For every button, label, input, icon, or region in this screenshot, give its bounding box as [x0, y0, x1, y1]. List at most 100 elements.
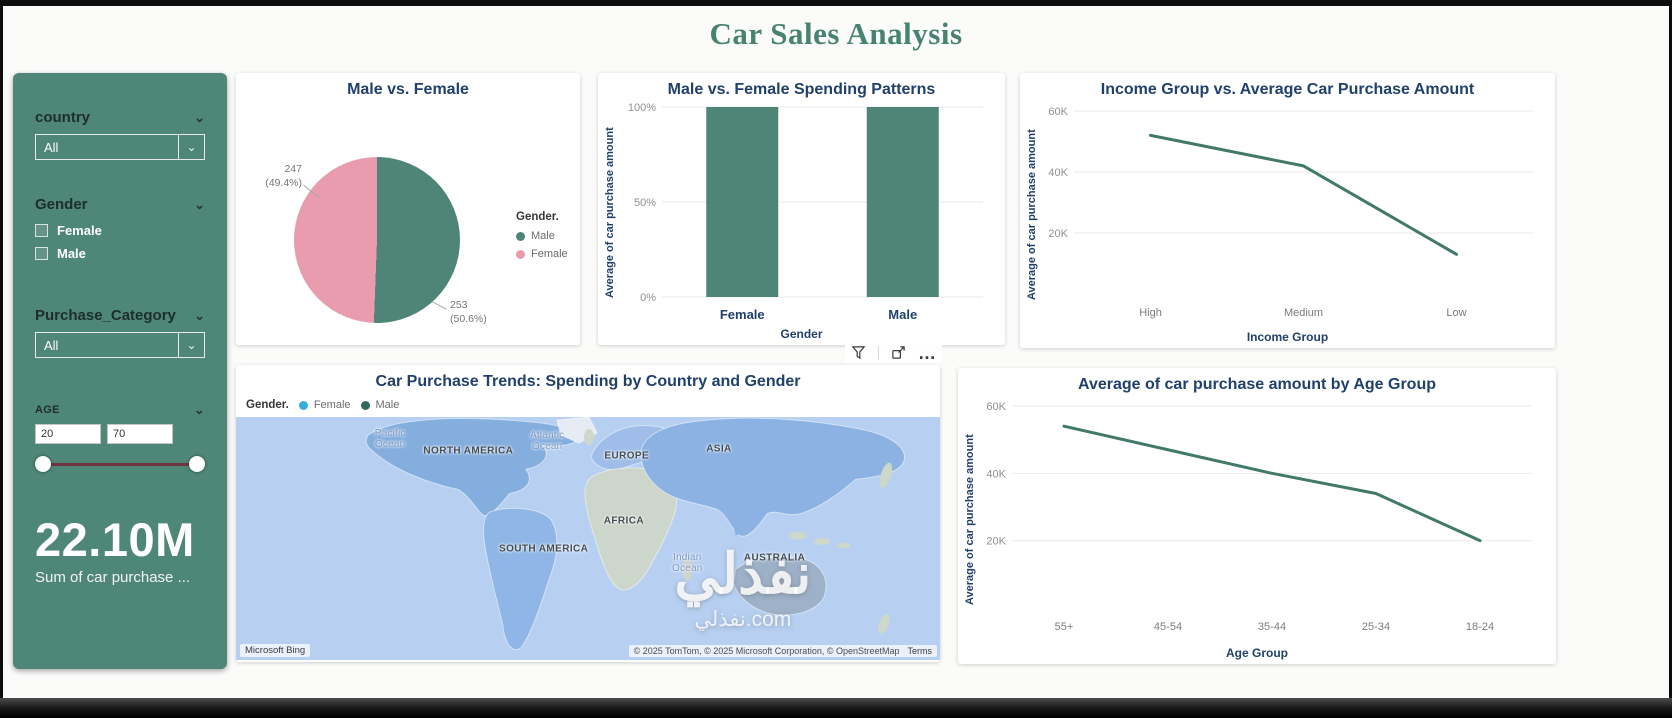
- income-line-chart-card: Income Group vs. Average Car Purchase Am…: [1020, 73, 1555, 348]
- y-tick-label: 40K: [1048, 167, 1068, 179]
- chart-title: Average of car purchase amount by Age Gr…: [1077, 376, 1436, 393]
- bing-logo[interactable]: Microsoft Bing: [240, 644, 311, 657]
- pie[interactable]: [294, 157, 460, 323]
- x-tick-label: Female: [720, 307, 765, 322]
- y-tick-label: 60K: [1048, 106, 1068, 118]
- pie-callout-female: 247 (49.4%): [265, 163, 302, 189]
- legend-dot: [360, 400, 370, 410]
- pie-callout-male: 253 (50.6%): [450, 299, 487, 325]
- map-copyright: © 2025 TomTom, © 2025 Microsoft Corporat…: [628, 645, 937, 657]
- age-slicer-label: AGE: [35, 404, 60, 416]
- age-max-input[interactable]: [107, 424, 173, 444]
- callout-leader-line: [431, 301, 448, 310]
- pie-chart-card: Male vs. Female 247 (49.4%) 253 (50.6%) …: [236, 73, 580, 345]
- gender-slicer-label: Gender: [35, 196, 88, 213]
- legend-dot: [516, 231, 525, 241]
- bar-chart[interactable]: 0% 50% 100% Female Male: [622, 99, 999, 327]
- y-tick-label: 40K: [986, 468, 1006, 480]
- chart-title: Male vs. Female Spending Patterns: [667, 81, 936, 98]
- pie-legend: Gender. Male Female: [516, 211, 568, 260]
- legend-item-female[interactable]: Female: [298, 399, 351, 411]
- legend-title: Gender.: [246, 399, 289, 411]
- gender-option-male[interactable]: Male: [35, 246, 205, 261]
- age-range-slider[interactable]: [35, 456, 205, 472]
- purchase-category-dropdown-value: All: [44, 337, 59, 353]
- world-map-graphic: [236, 417, 940, 660]
- age-min-input[interactable]: [35, 424, 101, 444]
- map-legend: Gender. Female Male: [246, 399, 399, 411]
- chevron-down-icon[interactable]: ⌄: [193, 402, 205, 417]
- x-tick-label: Male: [888, 307, 917, 322]
- chevron-down-icon[interactable]: ⌄: [194, 196, 205, 212]
- chart-title: Car Purchase Trends: Spending by Country…: [375, 373, 801, 390]
- more-options-icon[interactable]: …: [918, 342, 936, 363]
- y-tick-label: 100%: [628, 102, 656, 114]
- bar-chart-card: Male vs. Female Spending Patterns Averag…: [598, 73, 1005, 345]
- y-axis-title: Average of car purchase amount: [604, 127, 616, 299]
- dashboard-canvas: Car Sales Analysis country ⌄ All ⌄ Gende…: [3, 6, 1669, 698]
- slider-handle-max[interactable]: [189, 456, 205, 472]
- page-title: Car Sales Analysis: [709, 16, 963, 51]
- gender-option-label: Male: [57, 246, 86, 261]
- age-line-chart-card: Average of car purchase amount by Age Gr…: [958, 368, 1556, 664]
- legend-label: Female: [531, 248, 568, 260]
- x-tick-label: 25-34: [1362, 621, 1390, 633]
- toolbar-divider: [878, 345, 879, 360]
- country-dropdown[interactable]: All ⌄: [35, 134, 205, 160]
- age-slicer-header: AGE ⌄: [35, 402, 205, 417]
- terms-link[interactable]: Terms: [907, 646, 933, 656]
- checkbox-icon[interactable]: [35, 247, 48, 260]
- x-axis-title: Gender: [780, 327, 823, 341]
- purchase-category-slicer-header: Purchase_Category ⌄: [35, 307, 205, 324]
- age-range-inputs: [35, 424, 205, 444]
- filter-sidebar: country ⌄ All ⌄ Gender ⌄ Female Male Pur…: [13, 73, 227, 669]
- legend-dot: [516, 249, 525, 259]
- legend-label: Male: [375, 399, 400, 411]
- kpi-value: 22.10M: [35, 513, 195, 566]
- purchase-category-dropdown[interactable]: All ⌄: [35, 332, 205, 358]
- trend-line: [1149, 133, 1458, 256]
- chevron-down-icon: ⌄: [178, 333, 204, 357]
- legend-title: Gender.: [516, 211, 559, 223]
- line-chart[interactable]: 20K 40K 60K High Medium Low: [1044, 99, 1549, 330]
- chevron-down-icon[interactable]: ⌄: [194, 307, 205, 323]
- chart-title: Income Group vs. Average Car Purchase Am…: [1100, 81, 1475, 98]
- line-chart[interactable]: 20K 40K 60K 55+ 45-54 35-44 25-34 18-24: [982, 394, 1550, 646]
- filter-icon[interactable]: [851, 345, 866, 360]
- map-chart-card: Car Purchase Trends: Spending by Country…: [236, 365, 940, 662]
- focus-mode-icon[interactable]: [891, 345, 906, 360]
- chevron-down-icon: ⌄: [178, 135, 204, 159]
- kpi-caption: Sum of car purchase ...: [35, 569, 191, 586]
- gender-option-label: Female: [57, 223, 102, 238]
- gender-option-female[interactable]: Female: [35, 223, 205, 238]
- chart-title: Male vs. Female: [347, 81, 469, 98]
- legend-item-male[interactable]: Male: [360, 399, 400, 411]
- legend-item-male[interactable]: Male: [516, 230, 568, 242]
- slider-handle-min[interactable]: [35, 456, 51, 472]
- x-tick-label: High: [1139, 307, 1162, 319]
- purchase-category-label: Purchase_Category: [35, 307, 176, 324]
- country-slicer-header: country ⌄: [35, 109, 205, 126]
- legend-label: Female: [313, 399, 351, 411]
- slider-track[interactable]: [36, 463, 204, 466]
- x-tick-label: 18-24: [1466, 621, 1494, 633]
- x-tick-label: 55+: [1055, 621, 1074, 633]
- bar[interactable]: [866, 107, 939, 297]
- visual-hover-toolbar: …: [845, 342, 942, 363]
- legend-item-female[interactable]: Female: [516, 248, 568, 260]
- y-axis-title: Average of car purchase amount: [1026, 129, 1038, 300]
- gender-slicer-header: Gender ⌄: [35, 196, 205, 213]
- bar[interactable]: [706, 107, 779, 297]
- x-axis-title: Age Group: [1226, 646, 1288, 660]
- trend-line: [1062, 424, 1482, 543]
- y-tick-label: 20K: [986, 536, 1006, 548]
- world-map[interactable]: NORTH AMERICA EUROPE ASIA AFRICA SOUTH AMERI…: [236, 417, 940, 660]
- x-axis-title: Income Group: [1246, 330, 1329, 344]
- y-tick-label: 20K: [1048, 228, 1068, 240]
- x-tick-label: Low: [1446, 307, 1466, 319]
- chevron-down-icon[interactable]: ⌄: [194, 109, 205, 125]
- pie-chart-area: 247 (49.4%) 253 (50.6%) Gender. Male Fem…: [236, 99, 580, 345]
- copyright-text: © 2025 TomTom, © 2025 Microsoft Corporat…: [633, 646, 900, 656]
- checkbox-icon[interactable]: [35, 224, 48, 237]
- window-bottom-bar: [0, 698, 1672, 718]
